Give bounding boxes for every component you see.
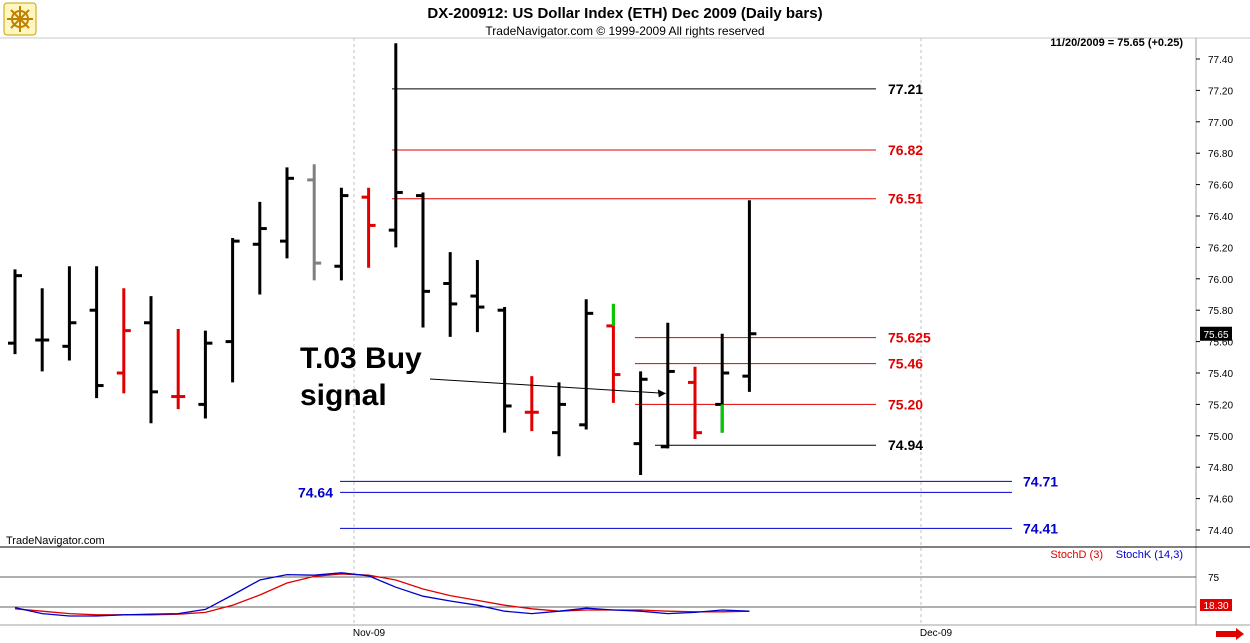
x-label-nov: Nov-09 bbox=[353, 628, 386, 639]
level-label: 77.21 bbox=[888, 81, 923, 97]
chart-title: DX-200912: US Dollar Index (ETH) Dec 200… bbox=[427, 5, 822, 22]
annotation-line1: T.03 Buy bbox=[300, 342, 422, 375]
ship-wheel-icon[interactable] bbox=[3, 2, 37, 36]
level-label: 75.46 bbox=[888, 356, 923, 372]
watermark: TradeNavigator.com bbox=[6, 535, 105, 547]
ohlc-bar bbox=[144, 296, 158, 424]
y-tick-label: 76.80 bbox=[1208, 149, 1233, 160]
level-label: 74.71 bbox=[1023, 473, 1058, 489]
last-price-readout: 11/20/2009 = 75.65 (+0.25) bbox=[1050, 37, 1183, 49]
y-tick-label: 76.20 bbox=[1208, 243, 1233, 254]
y-tick-label: 76.00 bbox=[1208, 275, 1233, 286]
ohlc-bar bbox=[470, 259, 485, 333]
ohlc-bar bbox=[280, 167, 294, 259]
y-tick-label: 74.40 bbox=[1208, 526, 1233, 537]
y-tick-label: 75.60 bbox=[1208, 338, 1233, 349]
x-label-dec: Dec-09 bbox=[920, 628, 953, 639]
stoch-k-legend: StochK (14,3) bbox=[1116, 549, 1183, 561]
ohlc-bar bbox=[35, 288, 50, 372]
ohlc-bar bbox=[579, 299, 594, 430]
ohlc-bars bbox=[8, 43, 757, 476]
annotation-arrow bbox=[429, 378, 666, 394]
ohlc-bar bbox=[307, 164, 322, 281]
y-tick-label: 76.40 bbox=[1208, 212, 1233, 223]
y-tick-label: 77.00 bbox=[1208, 118, 1233, 129]
ohlc-bar bbox=[171, 329, 186, 410]
price-levels: 77.21 76.82 76.51 75.625 75.46 75.20 74.94 74.7… bbox=[298, 81, 1058, 537]
ohlc-bar bbox=[198, 330, 213, 419]
last-price-badge-bg bbox=[1200, 326, 1232, 341]
ohlc-bar bbox=[552, 382, 566, 457]
stoch-badge-bg bbox=[1200, 599, 1232, 611]
ohlc-bar bbox=[252, 201, 267, 295]
level-label: 76.51 bbox=[888, 191, 923, 207]
stoch-badge: 18.30 bbox=[1203, 601, 1228, 612]
ohlc-bar bbox=[116, 288, 131, 394]
y-tick-label: 74.60 bbox=[1208, 495, 1233, 506]
level-label: 75.20 bbox=[888, 396, 923, 412]
y-tick-label: 76.60 bbox=[1208, 181, 1233, 192]
chart-subtitle: TradeNavigator.com © 1999-2009 All right… bbox=[485, 24, 764, 38]
stoch-series-line bbox=[14, 572, 750, 617]
ohlc-bar bbox=[62, 266, 77, 361]
ohlc-bar bbox=[361, 187, 376, 268]
annotation-arrowhead bbox=[657, 389, 666, 398]
y-tick-label: 77.40 bbox=[1208, 55, 1233, 66]
y-tick-label: 74.80 bbox=[1208, 463, 1233, 474]
stoch-d-legend: StochD (3) bbox=[1050, 549, 1103, 561]
y-tick-label: 75.40 bbox=[1208, 369, 1233, 380]
last-price-badge: 75.65 bbox=[1203, 330, 1228, 341]
annotation-line2: signal bbox=[300, 379, 387, 412]
ohlc-bar bbox=[89, 266, 104, 399]
stoch-tick-label: 75 bbox=[1208, 573, 1220, 584]
ohlc-bar bbox=[416, 192, 430, 328]
ohlc-bar bbox=[388, 43, 403, 248]
ohlc-bar bbox=[497, 307, 512, 433]
ohlc-bar bbox=[443, 252, 458, 337]
y-tick-label: 75.00 bbox=[1208, 432, 1233, 443]
ohlc-bar bbox=[225, 237, 240, 383]
ohlc-bar bbox=[334, 187, 349, 281]
stoch-lines bbox=[14, 572, 750, 617]
level-label: 74.94 bbox=[888, 437, 923, 453]
level-label: 74.64 bbox=[298, 484, 333, 500]
level-label: 74.41 bbox=[1023, 520, 1058, 536]
ohlc-bar bbox=[633, 371, 648, 476]
y-tick-label: 75.80 bbox=[1208, 306, 1233, 317]
ohlc-bar bbox=[742, 200, 757, 392]
ohlc-bar bbox=[688, 366, 702, 439]
level-label: 76.82 bbox=[888, 142, 923, 158]
scroll-right-icon[interactable] bbox=[1212, 627, 1248, 641]
y-tick-label: 75.20 bbox=[1208, 400, 1233, 411]
ohlc-bar bbox=[660, 322, 675, 449]
y-tick-label: 77.20 bbox=[1208, 86, 1233, 97]
y-axis-ticks: 77.40 77.20 77.00 76.80 76.60 76.40 76.20 76.00… bbox=[1196, 55, 1233, 537]
level-label: 75.625 bbox=[888, 330, 931, 346]
ohlc-bar bbox=[8, 269, 22, 355]
